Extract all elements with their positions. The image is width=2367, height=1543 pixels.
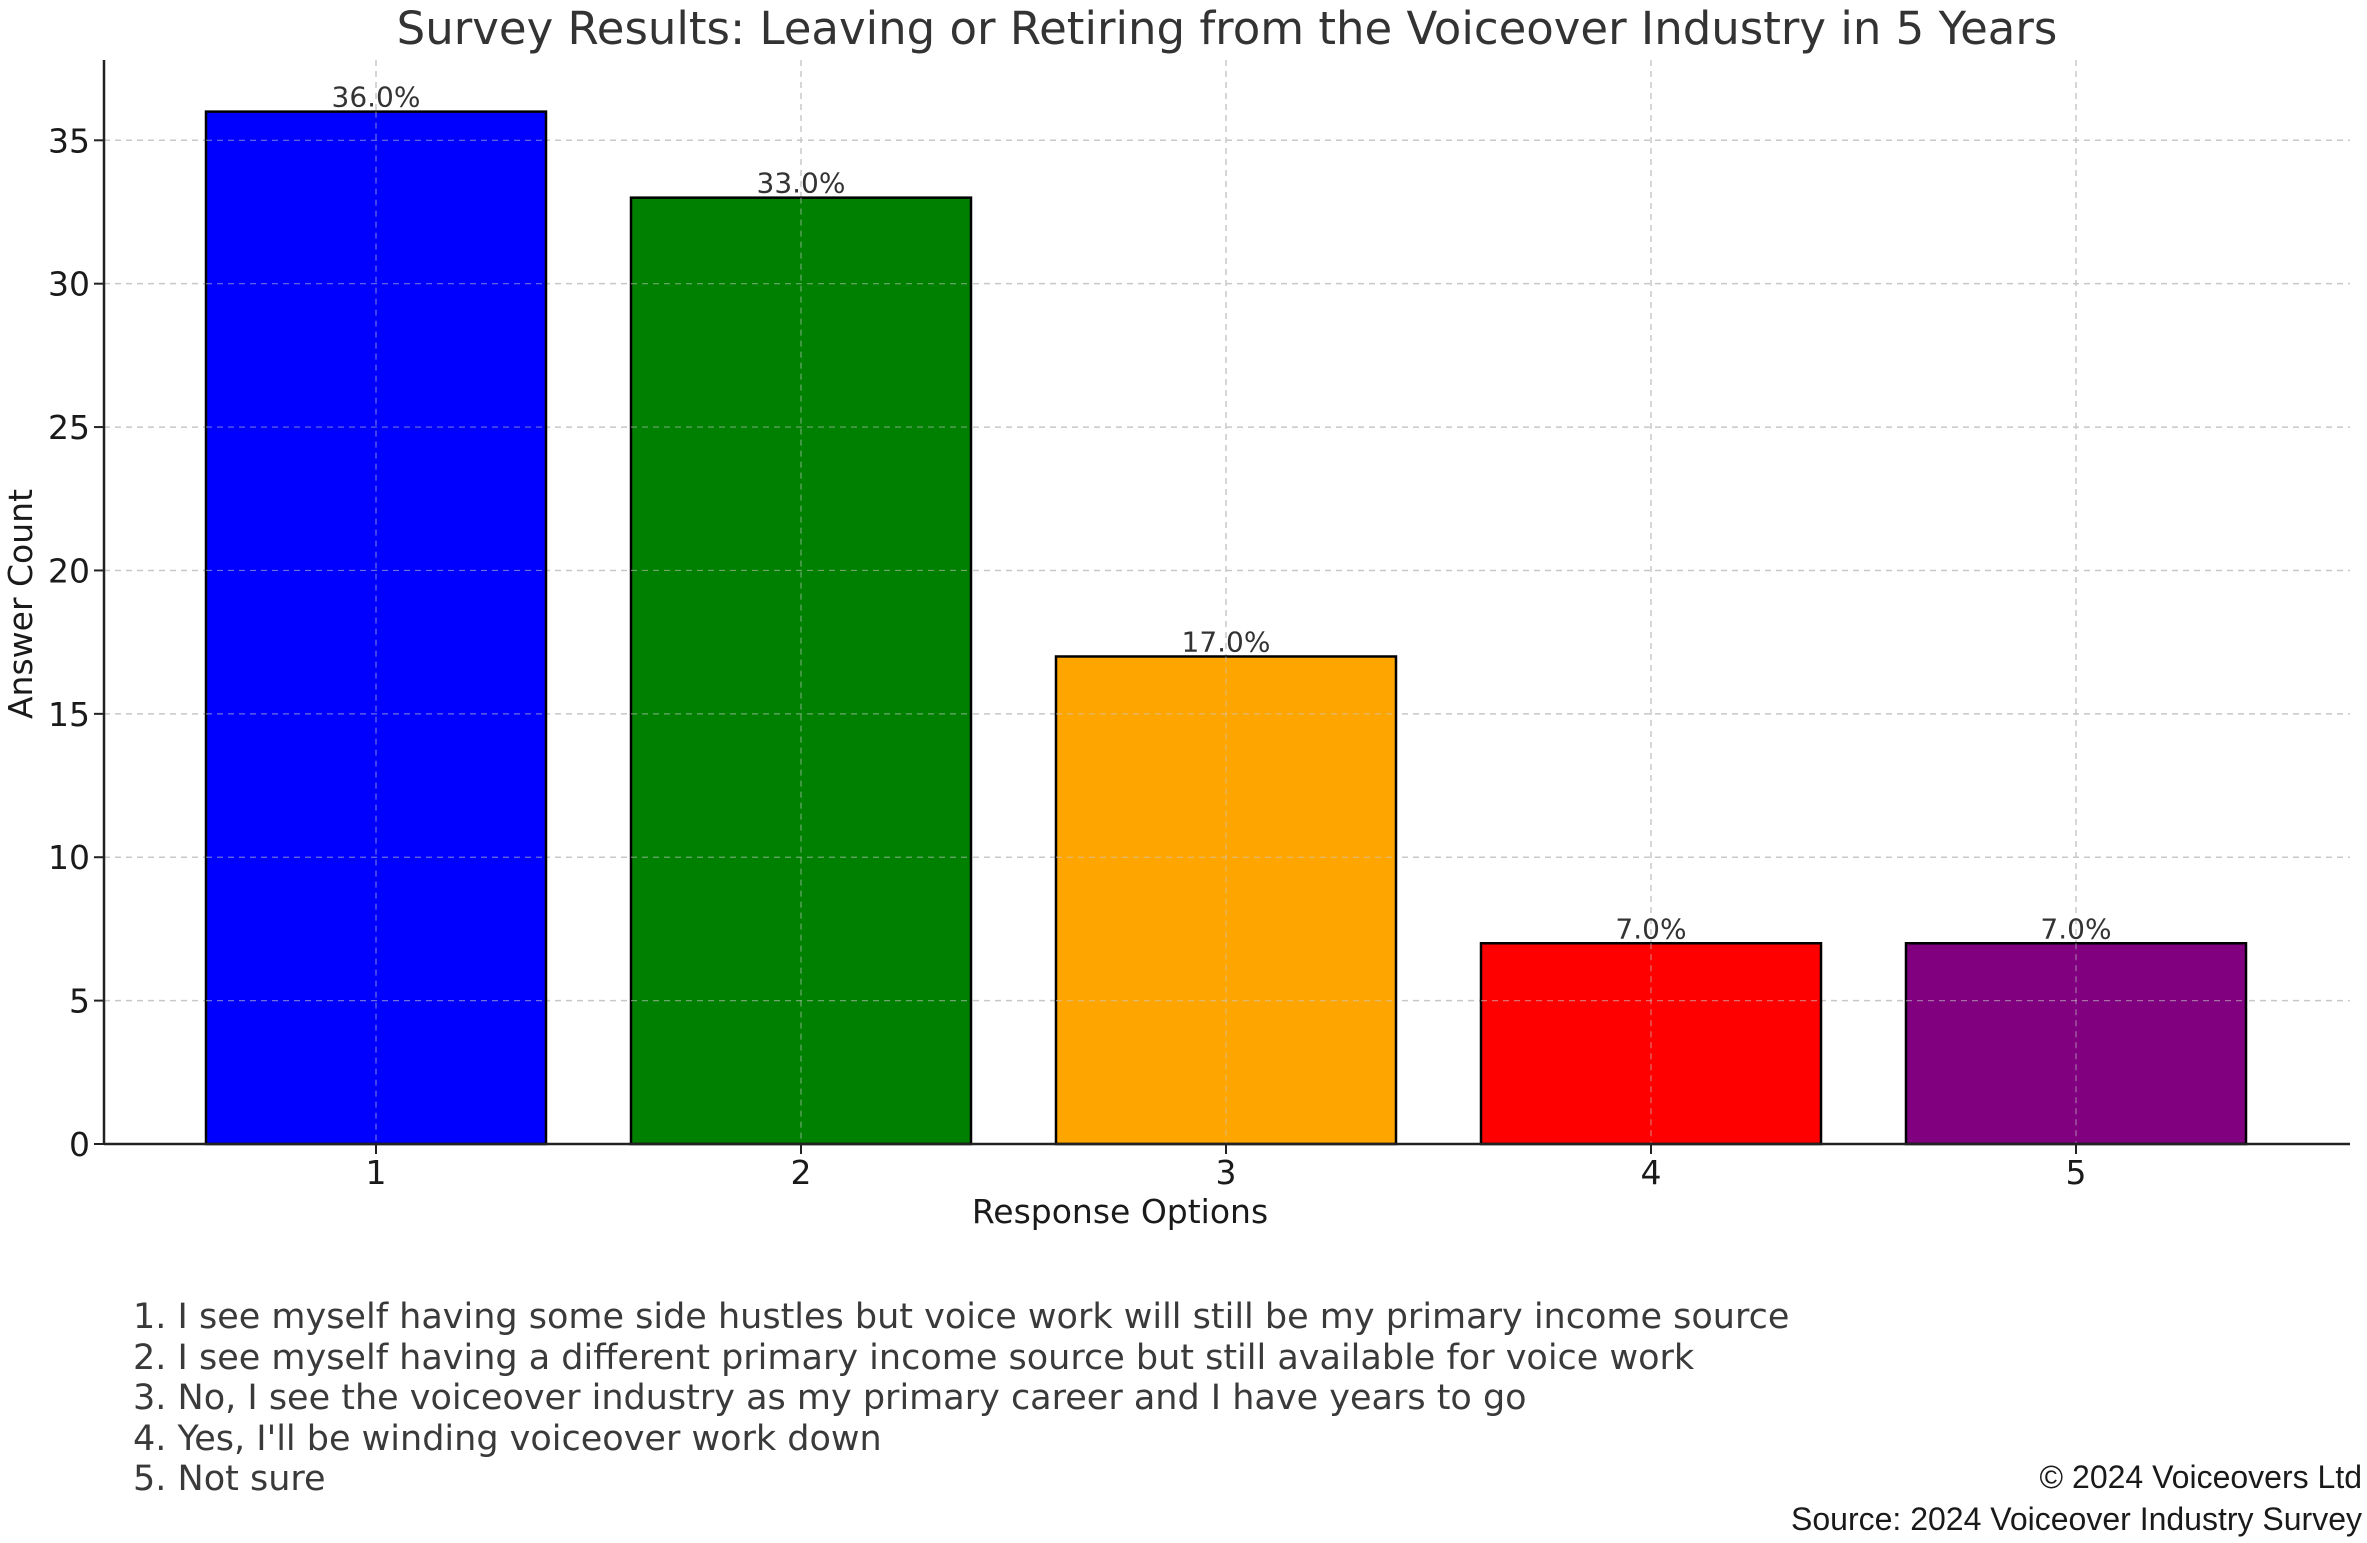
axes bbox=[94, 60, 2350, 1154]
data-label: 17.0% bbox=[1182, 625, 1271, 658]
y-tick-label: 35 bbox=[48, 121, 90, 160]
y-tick-label: 20 bbox=[48, 551, 90, 590]
y-tick-label: 25 bbox=[48, 408, 90, 447]
y-axis-label: Answer Count bbox=[1, 489, 40, 719]
x-tick-label: 5 bbox=[2066, 1153, 2087, 1192]
data-label: 36.0% bbox=[332, 81, 421, 114]
response-options-legend: 1. I see myself having some side hustles… bbox=[133, 1297, 1789, 1500]
y-tick-label: 5 bbox=[69, 982, 90, 1021]
data-label: 33.0% bbox=[757, 167, 846, 200]
y-tick-label: 30 bbox=[48, 265, 90, 304]
y-tick-label: 0 bbox=[69, 1125, 90, 1164]
tick-labels: 0 5 10 15 20 25 30 35 1 2 3 4 5 bbox=[48, 121, 2087, 1192]
y-tick-label: 15 bbox=[48, 695, 90, 734]
legend-item: 2. I see myself having a different prima… bbox=[133, 1337, 1695, 1378]
copyright-notice: © 2024 Voiceovers Ltd bbox=[2039, 1459, 2362, 1495]
x-tick-label: 1 bbox=[366, 1153, 387, 1192]
legend-item: 3. No, I see the voiceover industry as m… bbox=[133, 1378, 1527, 1418]
data-label: 7.0% bbox=[1615, 912, 1686, 945]
x-axis-label: Response Options bbox=[972, 1192, 1268, 1231]
data-labels: 36.0% 33.0% 17.0% 7.0% 7.0% bbox=[332, 81, 2112, 946]
legend-item: 4. Yes, I'll be winding voiceover work d… bbox=[133, 1418, 882, 1459]
legend-item: 5. Not sure bbox=[133, 1459, 326, 1499]
x-tick-label: 2 bbox=[791, 1153, 812, 1192]
y-tick-label: 10 bbox=[48, 838, 90, 877]
legend-item: 1. I see myself having some side hustles… bbox=[133, 1297, 1790, 1337]
source-note: Source: 2024 Voiceover Industry Survey bbox=[1791, 1501, 2362, 1537]
x-tick-label: 3 bbox=[1216, 1153, 1237, 1192]
chart-title: Survey Results: Leaving or Retiring from… bbox=[397, 2, 2058, 55]
bars bbox=[204, 110, 2248, 1146]
footer-credits: © 2024 Voiceovers Ltd Source: 2024 Voice… bbox=[1791, 1456, 2362, 1540]
data-label: 7.0% bbox=[2040, 912, 2111, 945]
x-tick-label: 4 bbox=[1641, 1153, 1662, 1192]
